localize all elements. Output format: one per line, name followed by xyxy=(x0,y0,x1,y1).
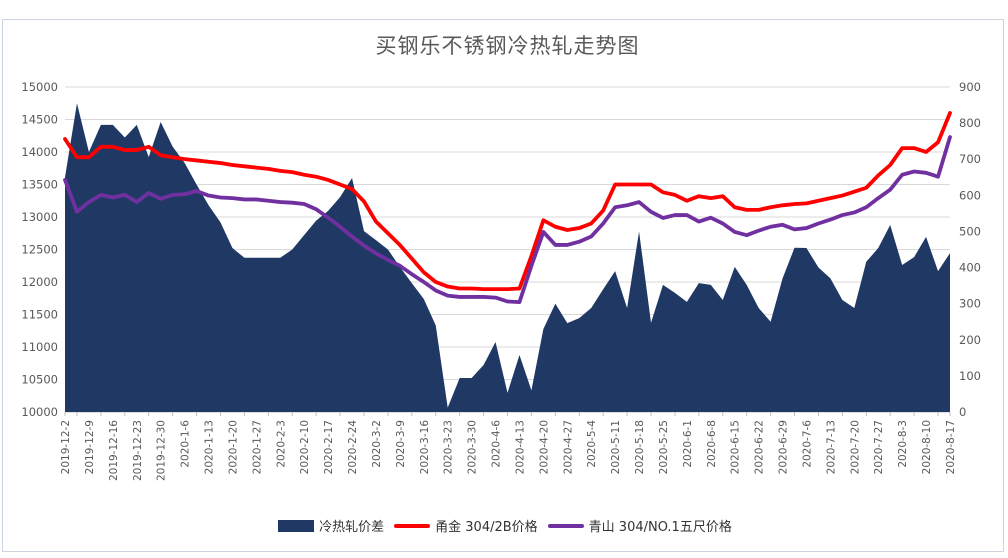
x-axis-date-label: 2020-4-6 xyxy=(491,420,503,468)
left-axis-tick-label: 11000 xyxy=(21,340,58,354)
x-axis-date-label: 2020-7-20 xyxy=(849,420,861,474)
x-axis-date-label: 2019-12-16 xyxy=(108,420,120,481)
legend-item-yongjin-304-2b: 甬金 304/2B价格 xyxy=(394,516,538,535)
x-axis-date-label: 2020-5-4 xyxy=(586,420,598,468)
x-axis-date-label: 2020-3-23 xyxy=(443,420,455,474)
x-axis-date-label: 2020-7-27 xyxy=(873,420,885,474)
right-axis-tick-label: 400 xyxy=(959,261,981,275)
x-axis-date-label: 2019-12-30 xyxy=(156,420,168,481)
left-axis-tick-label: 13000 xyxy=(21,210,58,224)
left-axis-tick-label: 13500 xyxy=(21,178,58,192)
x-axis-date-label: 2020-8-17 xyxy=(945,420,957,474)
right-axis-tick-label: 800 xyxy=(959,116,981,130)
x-axis-date-label: 2020-6-29 xyxy=(778,420,790,474)
chart-title: 买钢乐不锈钢冷热轧走势图 xyxy=(375,34,640,58)
left-axis-tick-label: 12500 xyxy=(21,243,58,257)
right-axis-tick-label: 300 xyxy=(959,297,981,311)
x-axis-date-label: 2020-3-9 xyxy=(395,420,407,468)
x-axis-date-label: 2020-3-2 xyxy=(371,420,383,468)
area-swatch-icon xyxy=(278,519,315,532)
right-axis-tick-label: 700 xyxy=(959,152,981,166)
x-axis-date-label: 2020-6-22 xyxy=(754,420,766,474)
x-axis-date-label: 2020-2-3 xyxy=(275,420,287,468)
left-axis-tick-label: 10500 xyxy=(21,373,58,387)
x-axis-date-label: 2020-8-3 xyxy=(897,420,909,468)
x-axis-date-label: 2020-5-25 xyxy=(658,420,670,474)
x-axis-date-label: 2020-4-20 xyxy=(538,420,550,474)
legend-label-price-spread: 冷热轧价差 xyxy=(319,520,385,535)
x-axis-date-label: 2019-12-2 xyxy=(60,420,72,474)
left-axis-tick-label: 14500 xyxy=(21,113,58,127)
x-axis-date-label: 2020-3-16 xyxy=(419,420,431,475)
legend-item-qingshan-304-no1: 青山 304/NO.1五尺价格 xyxy=(547,516,732,535)
x-axis-date-label: 2020-1-20 xyxy=(227,420,239,474)
x-axis-date-label: 2020-8-10 xyxy=(921,420,933,474)
line-series-yongjin-304-2b xyxy=(63,111,952,292)
x-axis-date-label: 2020-4-13 xyxy=(514,420,526,474)
x-axis-date-label: 2020-5-18 xyxy=(634,420,646,474)
left-axis-tick-label: 14000 xyxy=(21,145,58,159)
left-axis-tick-label: 10000 xyxy=(21,405,58,419)
right-axis-tick-label: 500 xyxy=(959,224,981,238)
x-axis-date-label: 2020-6-15 xyxy=(730,420,742,474)
line-series-qingshan-304-no1 xyxy=(63,135,952,305)
right-axis-tick-label: 0 xyxy=(959,405,966,419)
area-series-price-spread xyxy=(65,103,950,412)
x-axis-date-label: 2020-1-6 xyxy=(180,420,192,468)
x-axis-date-label: 2020-5-11 xyxy=(610,420,622,474)
chart-legend: 冷热轧价差 甬金 304/2B价格 青山 304/NO.1五尺价格 xyxy=(40,516,970,535)
legend-item-price-spread: 冷热轧价差 xyxy=(278,516,384,535)
x-axis-date-label: 2020-3-30 xyxy=(467,420,479,474)
x-axis-date-label: 2020-7-6 xyxy=(801,420,813,468)
right-axis-tick-label: 100 xyxy=(959,369,981,383)
left-axis-tick-label: 15000 xyxy=(21,80,58,94)
x-axis-date-label: 2020-2-17 xyxy=(323,420,335,474)
x-axis-date-label: 2019-12-23 xyxy=(132,420,144,481)
x-axis-date-label: 2020-1-27 xyxy=(251,420,263,474)
right-axis-tick-label: 200 xyxy=(959,333,981,347)
x-axis-date-label: 2020-1-13 xyxy=(204,420,216,474)
x-axis-date-label: 2020-7-13 xyxy=(825,420,837,474)
x-axis-date-label: 2020-6-8 xyxy=(706,420,718,468)
x-axis-date-label: 2020-6-1 xyxy=(682,420,694,468)
x-axis-date-label: 2020-2-24 xyxy=(347,420,359,475)
legend-label-qingshan: 青山 304/NO.1五尺价格 xyxy=(588,520,732,535)
purple-line-swatch-icon xyxy=(547,523,584,528)
right-axis-tick-label: 600 xyxy=(959,188,981,202)
left-axis-tick-label: 11500 xyxy=(21,308,58,322)
red-line-swatch-icon xyxy=(394,523,431,528)
x-axis-date-label: 2020-2-10 xyxy=(299,420,311,474)
x-axis-date-label: 2019-12-9 xyxy=(84,420,96,474)
x-axis-date-label: 2020-4-27 xyxy=(562,420,574,474)
right-axis-tick-label: 900 xyxy=(959,80,981,94)
legend-label-yongjin: 甬金 304/2B价格 xyxy=(435,520,538,535)
left-axis-tick-label: 12000 xyxy=(21,275,58,289)
